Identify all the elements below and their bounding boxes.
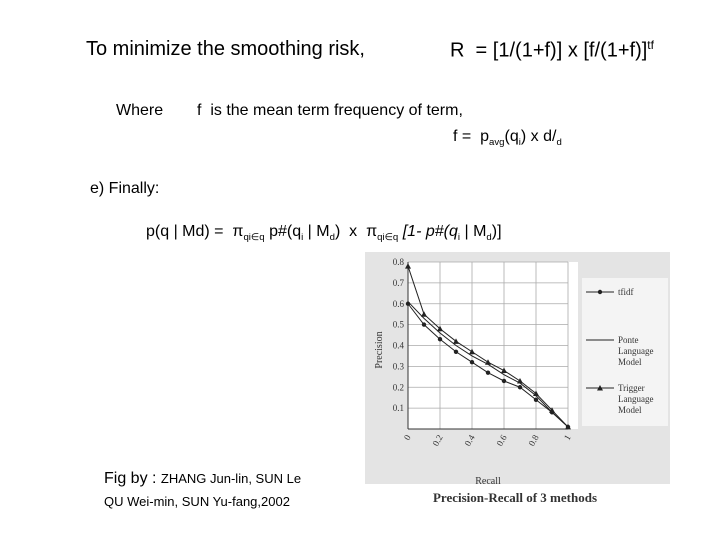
legend-box bbox=[582, 278, 668, 426]
formula-part: )] bbox=[491, 223, 502, 240]
legend-label: tfidf bbox=[618, 287, 634, 297]
credit-prefix: Fig by : bbox=[104, 470, 161, 487]
formula-part: f = p bbox=[453, 128, 490, 145]
marker bbox=[517, 377, 523, 384]
credit-line1: Fig by : ZHANG Jun-lin, SUN Le bbox=[104, 470, 301, 488]
formula-part: (q bbox=[504, 128, 519, 145]
y-tick-label: 0.4 bbox=[393, 341, 405, 351]
formula-part: qi∈q bbox=[243, 232, 265, 244]
marker bbox=[597, 385, 603, 391]
formula-part: [1- p#(q bbox=[398, 223, 458, 240]
formula-part: | M bbox=[460, 223, 487, 240]
formula-part: d bbox=[556, 137, 562, 149]
formula-part: i bbox=[457, 232, 461, 244]
y-tick-label: 0.2 bbox=[393, 382, 404, 392]
y-tick-label: 0.5 bbox=[393, 320, 405, 330]
marker bbox=[485, 370, 491, 375]
marker bbox=[405, 263, 411, 269]
x-tick-label: 1 bbox=[562, 433, 573, 442]
formula-part: tf bbox=[647, 38, 654, 52]
f-formula: f = pavg(qi) x d/d bbox=[453, 128, 562, 148]
marker bbox=[421, 322, 427, 327]
formula-part: d bbox=[329, 232, 335, 244]
risk-formula: R = [1/(1+f)] x [f/(1+f)]tf bbox=[450, 38, 654, 63]
credit-line2: QU Wei-min, SUN Yu-fang,2002 bbox=[104, 494, 290, 509]
heading: To minimize the smoothing risk, bbox=[86, 38, 365, 60]
formula-part: p#(q bbox=[264, 223, 302, 240]
marker bbox=[565, 423, 571, 430]
formula-part: i bbox=[301, 232, 304, 244]
x-axis-label: Recall bbox=[475, 476, 501, 487]
y-tick-label: 0.6 bbox=[393, 299, 405, 309]
marker bbox=[421, 311, 427, 317]
legend-label: Trigger Language Model bbox=[618, 383, 656, 415]
marker bbox=[549, 407, 555, 413]
formula-part: avg bbox=[489, 137, 505, 149]
formula-part: p(q | Md) = π bbox=[146, 223, 244, 240]
x-tick-label: 0.2 bbox=[430, 433, 444, 448]
definition: f is the mean term frequency of term, bbox=[197, 102, 463, 119]
marker bbox=[501, 378, 507, 384]
marker bbox=[437, 325, 443, 332]
y-tick-label: 0.7 bbox=[393, 278, 405, 288]
credit-authors: ZHANG Jun-lin, SUN Le bbox=[160, 471, 302, 486]
y-tick-label: 0.3 bbox=[393, 361, 405, 371]
marker bbox=[469, 348, 475, 355]
marker bbox=[485, 359, 491, 365]
formula-part: qi∈q bbox=[377, 232, 399, 244]
marker bbox=[453, 349, 459, 354]
marker bbox=[469, 360, 475, 365]
formula-part: ) x d/ bbox=[520, 128, 557, 145]
marker bbox=[437, 337, 443, 342]
x-tick-label: 0 bbox=[402, 433, 413, 442]
chart-caption: Precision-Recall of 3 methods bbox=[433, 490, 597, 505]
formula-part: | M bbox=[303, 223, 330, 240]
formula-part: R = [1/(1+f)] x [f/(1+f)] bbox=[450, 39, 648, 62]
marker bbox=[517, 385, 523, 390]
y-tick-label: 0.8 bbox=[393, 257, 405, 267]
formula-part: ) x π bbox=[334, 223, 378, 240]
y-axis-label: Precision bbox=[374, 331, 385, 368]
marker bbox=[501, 367, 507, 374]
finally-label: e) Finally: bbox=[90, 180, 160, 197]
legend-label: Ponte Language Model bbox=[618, 335, 656, 367]
marker bbox=[533, 397, 539, 402]
where-label: Where bbox=[116, 102, 164, 119]
marker bbox=[533, 390, 539, 397]
formula-part: d bbox=[486, 232, 492, 244]
marker bbox=[597, 289, 603, 295]
marker bbox=[453, 338, 459, 344]
formula-part: i bbox=[518, 137, 521, 149]
probability-formula: p(q | Md) = πqi∈q p#(qi | Md) x πqi∈q [1… bbox=[146, 223, 502, 243]
chart: Precision-Recall of 3 methods Recall Pre… bbox=[365, 252, 670, 505]
y-tick-label: 0.1 bbox=[393, 403, 404, 413]
